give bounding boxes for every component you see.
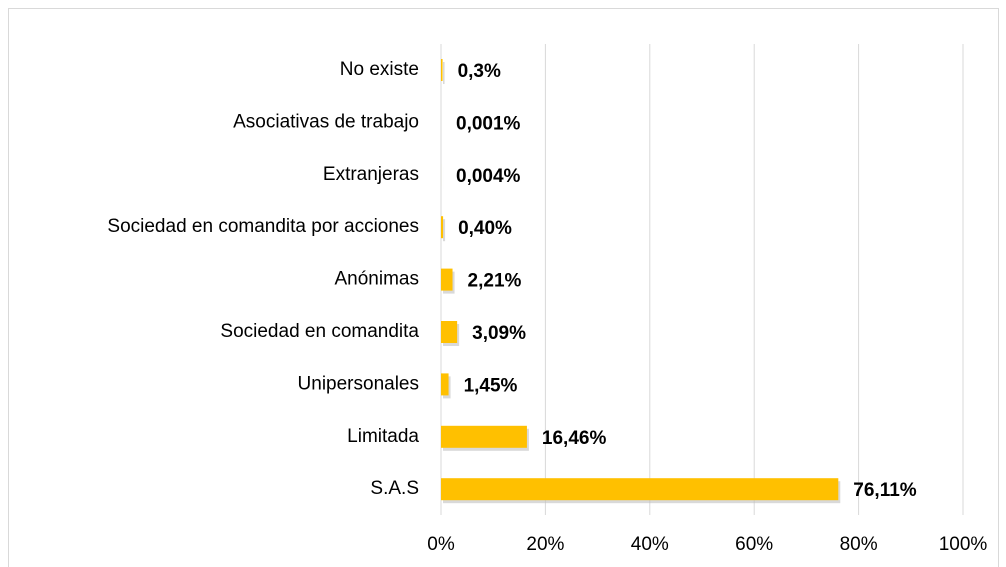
value-label: 16,46% [542,428,607,449]
y-tick-label: Sociedad en comandita por acciones [107,216,419,237]
x-tick-label: 20% [526,534,564,555]
value-label: 0,3% [458,61,501,82]
bar [441,59,443,81]
bar-shadow [443,219,446,242]
bar [441,425,527,448]
y-tick-label: Asociativas de trabajo [233,111,419,132]
bar [441,478,839,501]
bar [441,268,453,291]
y-tick-label: No existe [340,59,419,80]
y-tick-label: Extranjeras [323,164,419,185]
x-tick-label: 40% [631,534,669,555]
y-tick-label: S.A.S [370,478,419,499]
value-label: 1,45% [464,375,518,396]
bar-shadow [443,62,445,84]
x-tick-label: 0% [427,534,455,555]
bar [441,216,444,239]
value-label: 3,09% [472,323,526,344]
x-tick-label: 100% [939,534,988,555]
value-label: 76,11% [853,480,916,501]
y-tick-label: Limitada [347,426,419,447]
bar [441,373,449,396]
x-tick-label: 80% [840,534,878,555]
chart-border [8,8,999,567]
value-label: 0,001% [456,113,521,134]
y-tick-label: Anónimas [335,269,420,290]
y-tick-label: Unipersonales [298,373,419,394]
value-label: 0,004% [456,166,521,187]
x-tick-label: 60% [735,534,773,555]
bar [441,321,458,343]
y-tick-label: Sociedad en comandita [220,321,419,342]
value-label: 0,40% [458,218,512,239]
value-label: 2,21% [468,271,522,292]
